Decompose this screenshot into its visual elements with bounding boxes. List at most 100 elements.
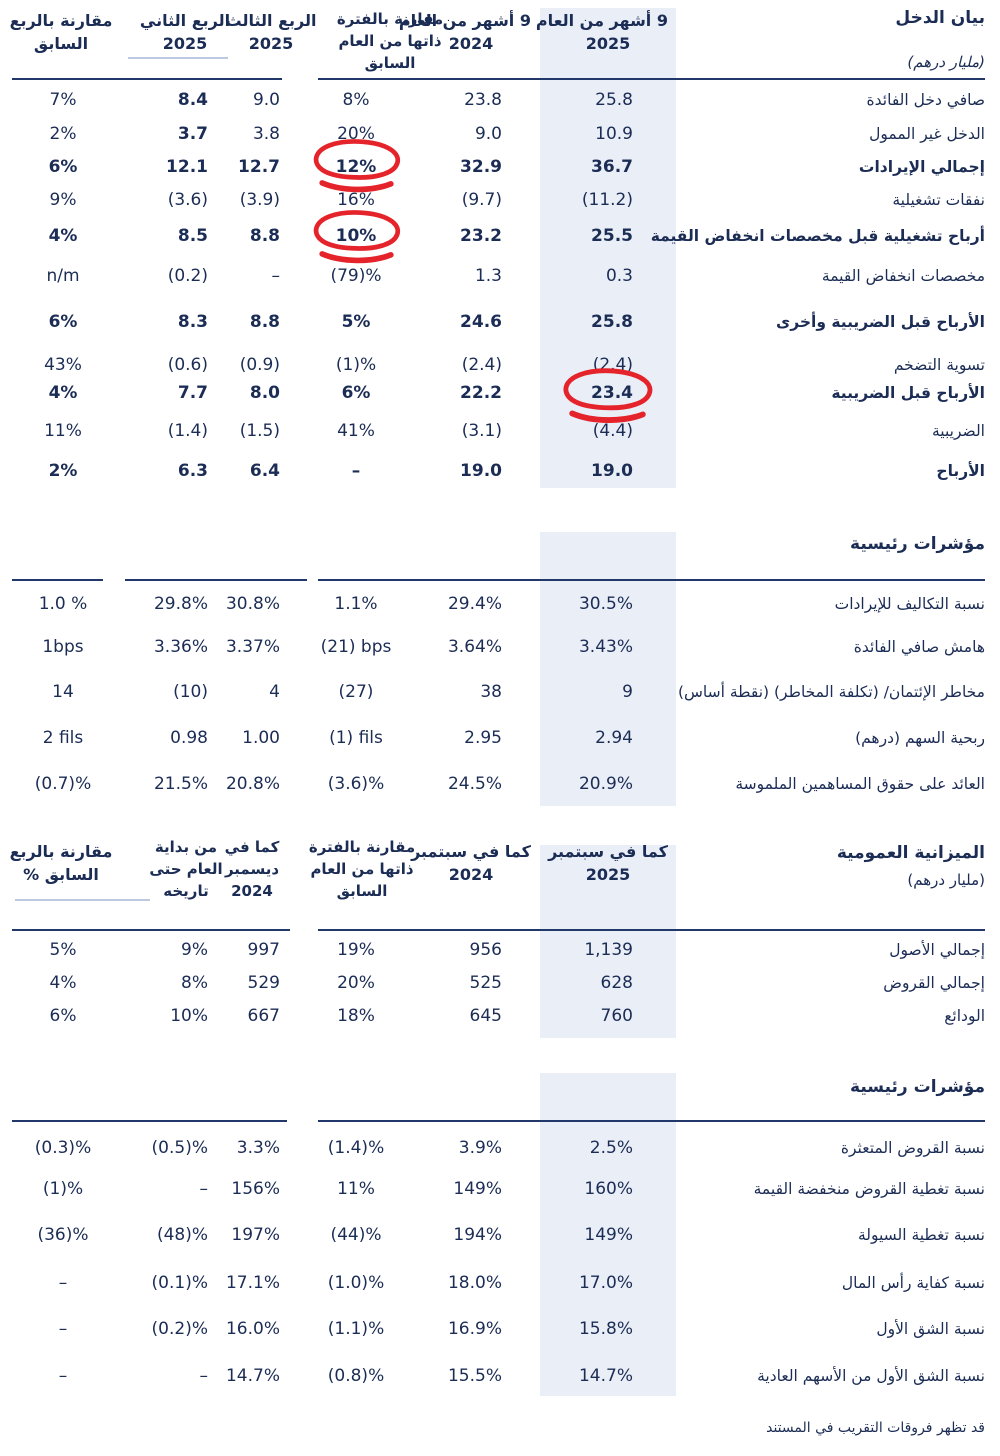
cell-ninem_2024: 22.2: [460, 383, 502, 403]
cell-ninem_2025: (11.2): [581, 190, 633, 210]
cell-q2_2025: (10): [173, 682, 208, 702]
column-header-line: السابق %: [23, 865, 99, 884]
cell-q3_2025: 8.8: [249, 312, 280, 332]
cell-q2_2025: 6.3: [177, 461, 208, 481]
separator-rule: [318, 929, 985, 931]
table-row: (0.7)% 21.5% 20.8% (3.6)% 24.5% 20.9% العائد ع…: [0, 773, 1000, 795]
table-row: (36)% (48)% 197% (44)% 194% 149% نسبة تغطية ال…: [0, 1224, 1000, 1246]
cell-yoy: 18%: [337, 1006, 375, 1026]
cell-ytd: –: [199, 1179, 209, 1199]
cell-qoq: 4%: [48, 226, 78, 246]
column-header-line: السابق: [364, 54, 416, 72]
cell-yoy: 10%: [335, 226, 377, 246]
cell-sep_2024: 16.9%: [447, 1319, 502, 1339]
cell-yoy: (44)%: [330, 1225, 382, 1245]
cell-ytd: (48)%: [156, 1225, 208, 1245]
cell-q3_2025: (1.5): [239, 421, 280, 441]
cell-qoq: –: [58, 1273, 68, 1293]
cell-sep_2025: 160%: [584, 1179, 633, 1199]
cell-yoy: (1.1)%: [327, 1319, 385, 1339]
cell-q3_2025: 3.8: [252, 124, 280, 144]
row-label: نسبة كفاية رأس المال: [841, 1274, 985, 1292]
cell-dec_2024: 3.3%: [236, 1138, 280, 1158]
cell-ytd: 10%: [170, 1006, 208, 1026]
column-header-line: 2025: [248, 34, 294, 53]
table-row: – (0.1)% 17.1% (1.0)% 18.0% 17.0% نسبة كفاية ر…: [0, 1272, 1000, 1294]
cell-qoq: 6%: [48, 157, 78, 177]
cell-qoq: 7%: [49, 90, 77, 110]
cell-ninem_2024: 1.3: [474, 266, 502, 286]
cell-q3_2025: (0.9): [239, 355, 280, 375]
column-header-line: العام حتى: [149, 860, 223, 878]
table-row: 1.0 % 29.8% 30.8% 1.1% 29.4% 30.5% نسبة التكال…: [0, 593, 1000, 615]
column-header-line: 2024: [231, 882, 273, 900]
column-header-9m-2024: 9 أشهر من العام 2024: [399, 9, 531, 55]
row-label: الدخل غير الممول: [869, 125, 985, 143]
cell-q3_2025: 4: [269, 682, 280, 702]
highlight-column-band: [540, 532, 676, 806]
separator-rule: [318, 579, 985, 581]
cell-yoy: (3.6)%: [327, 774, 385, 794]
column-header-line: مقارنة بالربع: [9, 11, 113, 30]
cell-sep_2025: 14.7%: [578, 1366, 633, 1386]
cell-yoy: (79)%: [330, 266, 382, 286]
table-row: 4% 8.5 8.8 10% 23.2 25.5 أرباح تشغيلية قبل مخص…: [0, 225, 1000, 247]
cell-sep_2025: 149%: [584, 1225, 633, 1245]
cell-ninem_2024: 24.6: [460, 312, 502, 332]
cell-qoq: 2%: [48, 461, 78, 481]
table-row: n/m (0.2) – (79)% 1.3 0.3 مخصصات انخفاض القيمة: [0, 265, 1000, 287]
row-label: تسوية التضخم: [893, 356, 985, 374]
column-header-sep-2025: كما في سبتمبر 2025: [548, 840, 668, 886]
cell-ninem_2024: 3.64%: [447, 637, 502, 657]
cell-yoy: (1.4)%: [327, 1138, 385, 1158]
cell-yoy: –: [351, 461, 361, 481]
cell-qoq: 14: [52, 682, 74, 702]
cell-qoq: (0.3)%: [34, 1138, 92, 1158]
balance-sheet-title: الميزانية العمومية: [836, 843, 985, 863]
column-header-qoq: مقارنة بالربع السابق: [6, 9, 116, 55]
table-row: 14 (10) 4 (27) 38 9 مخاطر الإئتمان/ (تكلفة الم…: [0, 681, 1000, 703]
row-label: الأرباح: [936, 462, 985, 480]
cell-qoq: 2%: [49, 124, 77, 144]
cell-sep_2024: 3.9%: [458, 1138, 502, 1158]
cell-dec_2024: 17.1%: [225, 1273, 280, 1293]
cell-dec_2024: 16.0%: [225, 1319, 280, 1339]
cell-q3_2025: 1.00: [242, 728, 280, 748]
cell-q2_2025: (1.4): [167, 421, 208, 441]
cell-yoy: 20%: [337, 124, 375, 144]
column-header-line: السابق: [336, 882, 388, 900]
row-label: نسبة التكاليف للإيرادات: [834, 595, 985, 613]
cell-q3_2025: 12.7: [238, 157, 280, 177]
column-header-q3-2025: الربع الثالث 2025: [221, 9, 321, 55]
cell-qoq: (0.7)%: [34, 774, 92, 794]
separator-rule: [12, 1120, 287, 1122]
cell-q2_2025: 0.98: [170, 728, 208, 748]
column-header-line: مقارنة بالربع: [9, 842, 113, 861]
cell-q2_2025: (0.2): [167, 266, 208, 286]
cell-q2_2025: (3.6): [167, 190, 208, 210]
row-label: الودائع: [944, 1007, 985, 1025]
table-row: 4% 7.7 8.0 6% 22.2 23.4 الأرباح قبل الضريبية: [0, 382, 1000, 404]
column-header-line: 2025: [585, 34, 631, 53]
cell-q2_2025: 12.1: [166, 157, 208, 177]
table-row: – –14.7% (0.8)% 15.5% 14.7% نسبة الشق الأول م…: [0, 1365, 1000, 1387]
cell-yoy: (1) fils: [329, 728, 383, 748]
column-header-line: من بداية: [154, 838, 218, 856]
table-row: 2% 3.7 3.8 20% 9.0 10.9 الدخل غير الممول: [0, 123, 1000, 145]
row-label: إجمالي القروض: [883, 974, 985, 992]
cell-sep_2024: 149%: [453, 1179, 502, 1199]
row-label: أرباح تشغيلية قبل مخصصات انخفاض القيمة: [650, 227, 985, 245]
column-header-line: 9 أشهر من العام: [535, 11, 668, 30]
cell-qoq: 5%: [49, 940, 77, 960]
column-header-line: ذاتها من العام: [338, 32, 442, 50]
separator-rule: [12, 78, 282, 80]
cell-ninem_2024: (9.7): [461, 190, 502, 210]
column-header-line: الربع الثالث: [225, 11, 317, 30]
cell-yoy: 41%: [337, 421, 375, 441]
cell-ninem_2024: 23.8: [464, 90, 502, 110]
cell-q3_2025: 20.8%: [225, 774, 280, 794]
cell-ninem_2025: 10.9: [595, 124, 633, 144]
cell-qoq: n/m: [46, 266, 80, 286]
cell-yoy: 19%: [337, 940, 375, 960]
cell-ninem_2024: (3.1): [461, 421, 502, 441]
